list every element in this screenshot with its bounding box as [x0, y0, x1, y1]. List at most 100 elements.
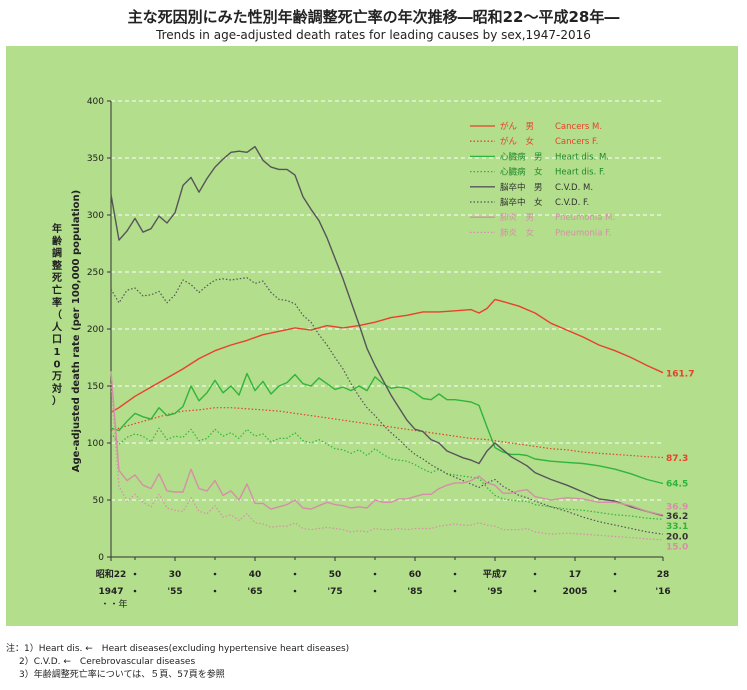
footnotes: 注：1）Heart dis. ← Heart diseases(excludin…	[6, 643, 349, 682]
x-tick-label-en: '95	[487, 587, 502, 597]
y-axis-label-jp-char: 口	[52, 335, 62, 346]
x-tick-label-jp: 平成7	[483, 568, 507, 580]
legend-label-jp: 脳卒中 女	[500, 197, 543, 208]
x-tick-label-en: '65	[247, 587, 262, 597]
y-axis-label-jp-char: 対	[51, 382, 62, 395]
series-end-label: 64.5	[666, 480, 688, 490]
x-minor-dot	[453, 589, 457, 593]
x-minor-dot	[293, 572, 297, 576]
series-end-label: 20.0	[666, 533, 688, 543]
x-minor-dot	[533, 589, 537, 593]
y-tick-label: 100	[87, 439, 104, 449]
x-tick-label-en: '55	[167, 587, 182, 597]
y-tick-label: 150	[87, 382, 104, 392]
legend-label-en: Heart dis. M.	[555, 152, 609, 162]
y-tick-label: 0	[98, 553, 104, 563]
series-end-label: 33.1	[666, 522, 688, 532]
y-tick-label: 50	[93, 496, 105, 506]
series-end-label: 15.0	[666, 543, 688, 553]
legend-label-jp: 肺炎 女	[500, 227, 535, 238]
y-tick-label: 250	[87, 268, 104, 278]
x-tick-label-en: 1947	[98, 587, 123, 597]
series-line	[110, 372, 664, 485]
x-tick-label-jp: 30	[169, 570, 182, 580]
footnote-prefix: 注：1）	[6, 644, 39, 654]
footnote-1: 注：1）Heart dis. ← Heart diseases(excludin…	[6, 643, 349, 656]
legend-label-en: Pneumonia M.	[555, 213, 615, 223]
legend-label-en: Pneumonia F.	[555, 228, 611, 238]
y-tick-label: 300	[87, 211, 104, 221]
x-tick-label-jp: 40	[249, 570, 262, 580]
x-minor-dot	[133, 572, 137, 576]
x-minor-dot	[453, 572, 457, 576]
series-end-label: 161.7	[666, 370, 694, 380]
x-minor-dot	[213, 589, 217, 593]
y-axis-label-jp-char: 人	[52, 320, 63, 333]
chart-title-jp: 主な死因別にみた性別年齢調整死亡率の年次推移―昭和22〜平成28年―	[127, 8, 620, 26]
y-axis-label-jp-char: 万	[51, 371, 62, 383]
series-line	[110, 427, 664, 520]
x-minor-dot	[293, 589, 297, 593]
x-minor-dot	[613, 589, 617, 593]
series-line	[110, 298, 664, 413]
series-end-label: 36.2	[666, 512, 688, 522]
legend-label-jp: 心臓病 男	[500, 151, 543, 162]
chart-title-en: Trends in age-adjusted death rates for l…	[156, 28, 591, 42]
x-minor-dot	[133, 589, 137, 593]
footnote-prefix: 2）	[19, 657, 34, 667]
y-axis-label-jp-char: 調	[52, 247, 62, 260]
y-axis-label-jp-char: 0	[54, 359, 61, 370]
series-line	[110, 145, 664, 517]
x-minor-dot	[533, 572, 537, 576]
legend-label-en: C.V.D. F.	[555, 198, 589, 208]
y-axis-label-jp-char: （	[52, 308, 62, 321]
x-tick-label-jp: 17	[569, 570, 582, 580]
y-axis-label-jp-char: 整	[51, 259, 62, 272]
legend-label-en: C.V.D. M.	[555, 183, 593, 193]
x-tick-label-jp: 昭和22	[96, 568, 127, 580]
x-minor-dot	[613, 572, 617, 576]
y-axis-label-jp-char: 齢	[52, 234, 63, 247]
y-axis-label-jp-char: 率	[52, 296, 62, 309]
footnote-2: 2）C.V.D. ← Cerebrovascular diseases	[6, 656, 349, 669]
legend-label-en: Cancers F.	[555, 137, 598, 147]
legend-label-jp: がん 女	[500, 136, 535, 147]
x-tick-label-en: '16	[655, 587, 670, 597]
legend-label-en: Heart dis. F.	[555, 168, 605, 178]
footnote-text: 年齢調整死亡率については、５頁、57頁を参照	[33, 670, 225, 680]
legend-label-en: Cancers M.	[555, 122, 602, 132]
footnote-text: Heart dis. ← Heart diseases(excluding hy…	[38, 644, 350, 654]
y-axis-label-jp-char: 1	[54, 347, 61, 358]
x-minor-dot	[373, 589, 377, 593]
x-tick-label-jp: 50	[329, 570, 342, 580]
x-tick-label-en: '75	[327, 587, 342, 597]
series-end-label: 36.9	[666, 503, 688, 513]
x-tick-label-jp: 60	[409, 570, 422, 580]
series-line	[110, 407, 664, 459]
line-chart: 050100150200250300350400昭和22194730'5540'…	[51, 97, 694, 610]
y-axis-label-jp-char: 亡	[52, 284, 62, 297]
legend-label-jp: 肺炎 男	[500, 213, 534, 223]
y-tick-label: 400	[87, 97, 104, 107]
legend-label-jp: 脳卒中 男	[500, 182, 543, 193]
y-axis-label-jp-char: 年	[52, 222, 62, 235]
footnote-prefix: 3）	[19, 670, 34, 680]
footnote-text: C.V.D. ← Cerebrovascular diseases	[33, 657, 196, 667]
series-line	[110, 277, 664, 535]
y-axis-label-jp-char: 死	[52, 272, 62, 284]
x-tick-label-en: 2005	[562, 587, 587, 597]
footnote-3: 3）年齢調整死亡率については、５頁、57頁を参照	[6, 669, 349, 682]
y-axis-label-jp-char: ）	[52, 394, 62, 407]
x-tick-label-jp: 28	[657, 570, 670, 580]
series-line	[110, 371, 664, 516]
y-tick-label: 350	[87, 154, 104, 164]
legend-label-jp: 心臓病 女	[500, 167, 543, 178]
series-line	[110, 383, 664, 541]
y-axis-label-en: Age-adjusted death rate (per 100,000 pop…	[71, 190, 82, 472]
x-minor-dot	[213, 572, 217, 576]
chart-panel	[6, 46, 738, 626]
series-end-label: 87.3	[666, 454, 688, 464]
legend-label-jp: がん 男	[500, 121, 534, 132]
x-year-note: ・・年	[100, 598, 127, 610]
x-tick-label-en: '85	[407, 587, 422, 597]
